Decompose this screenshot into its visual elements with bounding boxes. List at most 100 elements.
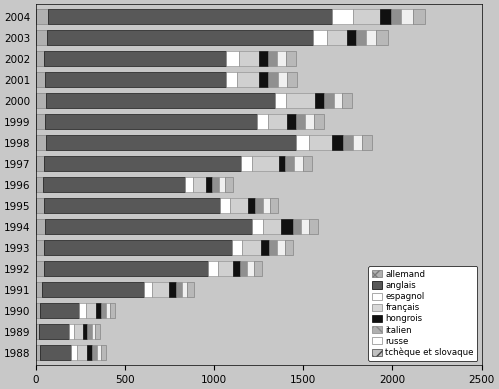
Legend: allemand, anglais, espagnol, français, hongrois, italien, russe, tchèque et slov: allemand, anglais, espagnol, français, h…	[368, 266, 478, 361]
Bar	[35, 345, 40, 360]
Bar	[254, 261, 262, 276]
Bar	[87, 324, 92, 339]
Bar	[353, 9, 380, 24]
Bar	[247, 261, 254, 276]
Bar	[308, 135, 332, 150]
Bar	[95, 324, 100, 339]
Bar	[35, 261, 43, 276]
Bar	[242, 240, 261, 255]
Bar	[292, 219, 301, 234]
Bar	[218, 261, 233, 276]
Bar	[144, 282, 152, 297]
Bar	[315, 93, 324, 108]
Bar	[182, 282, 187, 297]
Bar	[252, 156, 279, 171]
Bar	[35, 9, 48, 24]
Bar	[35, 219, 45, 234]
Bar	[258, 51, 267, 66]
Bar	[391, 9, 401, 24]
Bar	[257, 114, 267, 129]
Bar	[35, 177, 43, 192]
Bar	[347, 30, 356, 45]
Bar	[226, 72, 237, 87]
Bar	[314, 114, 324, 129]
Bar	[327, 30, 347, 45]
Bar	[35, 240, 44, 255]
Bar	[353, 135, 362, 150]
Bar	[267, 51, 277, 66]
Bar	[309, 219, 318, 234]
Bar	[45, 114, 257, 129]
Bar	[35, 51, 44, 66]
Bar	[287, 72, 297, 87]
Bar	[212, 177, 220, 192]
Bar	[110, 303, 115, 318]
Bar	[97, 345, 101, 360]
Bar	[169, 282, 176, 297]
Bar	[380, 9, 391, 24]
Bar	[366, 30, 376, 45]
Bar	[356, 30, 366, 45]
Bar	[332, 9, 353, 24]
Bar	[303, 156, 312, 171]
Bar	[96, 303, 101, 318]
Bar	[277, 51, 286, 66]
Bar	[233, 261, 240, 276]
Bar	[301, 219, 309, 234]
Bar	[43, 198, 220, 213]
Bar	[35, 93, 46, 108]
Bar	[44, 156, 241, 171]
Bar	[287, 114, 296, 129]
Bar	[343, 135, 353, 150]
Bar	[35, 72, 45, 87]
Bar	[255, 198, 263, 213]
Bar	[220, 198, 230, 213]
Bar	[83, 324, 87, 339]
Bar	[71, 345, 77, 360]
Bar	[305, 114, 314, 129]
Bar	[252, 219, 263, 234]
Bar	[230, 198, 248, 213]
Bar	[227, 51, 239, 66]
Bar	[333, 93, 342, 108]
Bar	[332, 135, 343, 150]
Bar	[35, 324, 39, 339]
Bar	[186, 177, 194, 192]
Bar	[263, 219, 281, 234]
Bar	[261, 240, 269, 255]
Bar	[35, 156, 44, 171]
Bar	[281, 219, 292, 234]
Bar	[296, 114, 305, 129]
Bar	[106, 303, 110, 318]
Bar	[92, 345, 97, 360]
Bar	[225, 177, 233, 192]
Bar	[48, 9, 332, 24]
Bar	[324, 93, 333, 108]
Bar	[296, 135, 308, 150]
Bar	[45, 219, 252, 234]
Bar	[285, 156, 294, 171]
Bar	[401, 9, 413, 24]
Bar	[413, 9, 426, 24]
Bar	[40, 303, 79, 318]
Bar	[101, 303, 106, 318]
Bar	[40, 345, 71, 360]
Bar	[42, 282, 144, 297]
Bar	[208, 261, 218, 276]
Bar	[43, 177, 186, 192]
Bar	[240, 261, 247, 276]
Bar	[239, 51, 258, 66]
Bar	[68, 324, 74, 339]
Bar	[277, 240, 285, 255]
Bar	[176, 282, 182, 297]
Bar	[248, 198, 255, 213]
Bar	[286, 93, 315, 108]
Bar	[77, 345, 87, 360]
Bar	[241, 156, 252, 171]
Bar	[35, 30, 47, 45]
Bar	[267, 114, 287, 129]
Bar	[43, 261, 208, 276]
Bar	[92, 324, 95, 339]
Bar	[286, 51, 296, 66]
Bar	[278, 72, 287, 87]
